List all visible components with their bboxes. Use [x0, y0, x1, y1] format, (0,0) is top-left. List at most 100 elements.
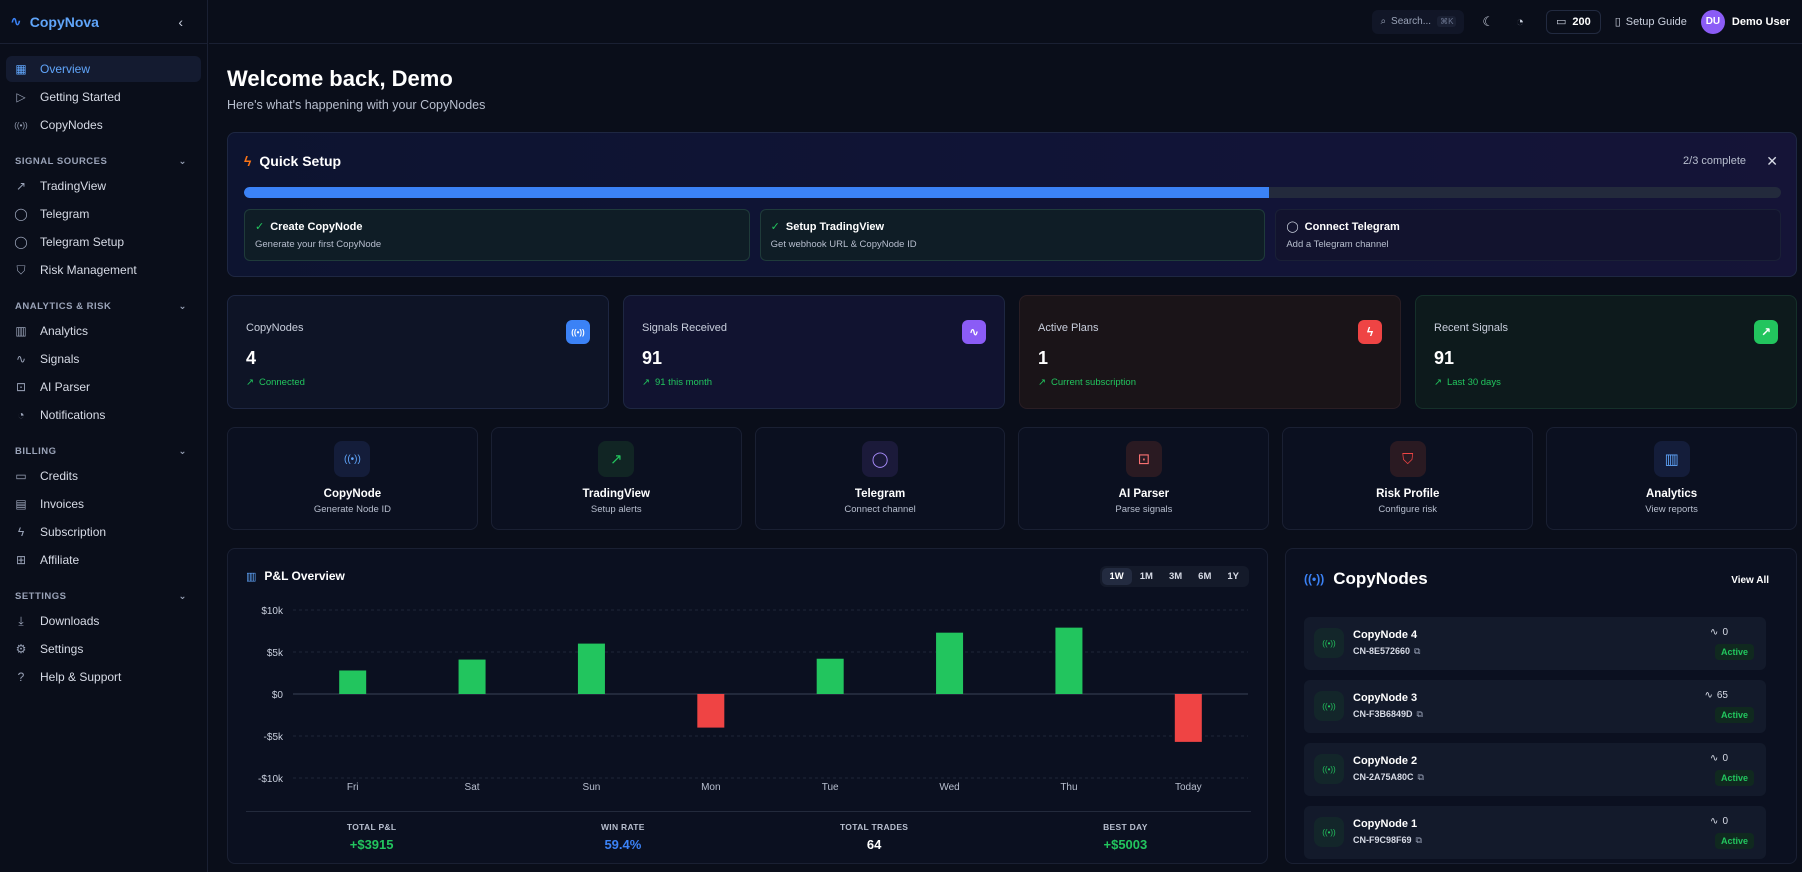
sidebar-item-getting-started[interactable]: ▷ Getting Started: [6, 84, 201, 110]
copy-icon[interactable]: ⧉: [1415, 835, 1422, 845]
x-tick-label: Fri: [347, 782, 359, 793]
quick-action-ai-parser[interactable]: ⊡ AI Parser Parse signals: [1018, 427, 1270, 530]
copynode-item[interactable]: ((•)) CopyNode 1 CN-F9C98F69 ⧉ ∿ 0 Active: [1304, 806, 1766, 859]
invoice-icon: ▤: [15, 497, 27, 511]
sidebar-item-subscription[interactable]: ϟ Subscription: [6, 519, 201, 545]
sidebar-item-label: Credits: [40, 469, 79, 483]
setup-step-connect-telegram[interactable]: ◯ Connect Telegram Add a Telegram channel: [1275, 209, 1782, 261]
bar-chart-icon: ▥: [1653, 441, 1690, 477]
setup-step-setup-tradingview[interactable]: ✓ Setup TradingView Get webhook URL & Copy…: [759, 209, 1266, 261]
sidebar-item-invoices[interactable]: ▤ Invoices: [6, 491, 201, 517]
sidebar-item-label: Analytics: [40, 324, 89, 338]
range-tab-1m[interactable]: 1M: [1139, 571, 1153, 582]
section-signal-sources[interactable]: SIGNAL SOURCES ⌄: [0, 156, 207, 167]
quick-action-tradingview[interactable]: ↗ TradingView Setup alerts: [490, 427, 742, 530]
gift-icon: ⊞: [15, 553, 27, 567]
view-all-link[interactable]: View All: [1731, 575, 1769, 586]
status-badge: Active: [1714, 644, 1754, 660]
stat-label: Recent Signals: [1434, 322, 1508, 334]
check-circle-icon: ✓: [255, 221, 265, 233]
quick-action-copynode[interactable]: ((•)) CopyNode Generate Node ID: [227, 427, 478, 530]
sidebar-item-telegram-setup[interactable]: ◯ Telegram Setup: [6, 229, 201, 255]
user-name[interactable]: Demo User: [1731, 15, 1790, 28]
avatar[interactable]: DU: [1700, 9, 1725, 34]
y-tick-label: $0: [272, 690, 284, 701]
bar-chart-icon: ▥: [15, 324, 27, 338]
quick-action-desc: Connect channel: [844, 504, 916, 515]
setup-step-title: ✓ Create CopyNode: [255, 220, 739, 234]
bar-today: [1174, 694, 1202, 742]
summary-label: TOTAL P&L: [346, 822, 397, 832]
stat-sub-text: 91 this month: [654, 377, 713, 388]
sidebar-item-credits[interactable]: ▭ Credits: [6, 463, 201, 489]
page-subtitle: Here's what's happening with your CopyNo…: [227, 98, 486, 112]
stat-card-active-plans[interactable]: Active Plans 1 ↗ Current subscription ϟ: [1019, 295, 1401, 409]
range-tab-3m[interactable]: 3M: [1168, 571, 1183, 582]
sidebar-item-risk-management[interactable]: ⛉ Risk Management: [6, 257, 201, 283]
range-tab-1y[interactable]: 1Y: [1227, 571, 1239, 582]
close-icon[interactable]: ✕: [1766, 153, 1778, 169]
collapse-sidebar-icon[interactable]: ‹: [178, 13, 183, 30]
copy-icon[interactable]: ⧉: [1417, 772, 1424, 782]
setup-step-create-copynode[interactable]: ✓ Create CopyNode Generate your first Copy…: [244, 209, 750, 261]
bot-icon: ⊡: [15, 380, 27, 394]
quick-action-risk-profile[interactable]: ⛉ Risk Profile Configure risk: [1282, 427, 1534, 530]
summary-win-rate: WIN RATE 59.4%: [497, 812, 748, 852]
range-tab-6m[interactable]: 6M: [1198, 571, 1212, 582]
credits-count: 200: [1572, 15, 1591, 28]
notifications-bell-icon[interactable]: ◔: [1516, 14, 1524, 29]
bar-thu: [1055, 627, 1083, 694]
copy-icon[interactable]: ⧉: [1414, 646, 1421, 656]
stat-label: Active Plans: [1038, 322, 1099, 334]
stat-card-signals-received[interactable]: Signals Received 91 ↗ 91 this month ∿: [623, 295, 1005, 409]
sidebar-item-ai-parser[interactable]: ⊡ AI Parser: [6, 374, 201, 400]
sidebar-item-signals[interactable]: ∿ Signals: [6, 346, 201, 372]
stat-card-recent-signals[interactable]: Recent Signals 91 ↗ Last 30 days ↗: [1415, 295, 1797, 409]
sidebar-item-label: Settings: [40, 642, 84, 656]
section-title: ANALYTICS & RISK: [15, 301, 112, 312]
pl-overview-card: ▥ P&L Overview 1W 1M 3M 6M 1Y $10k $5k $0 -$5k -…: [227, 548, 1268, 864]
sidebar-item-copynodes[interactable]: ((•)) CopyNodes: [6, 112, 201, 138]
sidebar-item-tradingview[interactable]: ↗ TradingView: [6, 173, 201, 199]
stats-row: CopyNodes 4 ↗ Connected ((•)) Signals Receive…: [227, 295, 1797, 409]
copy-icon[interactable]: ⧉: [1416, 709, 1423, 719]
bar-mon: [697, 694, 725, 728]
sidebar-item-help-and-support[interactable]: ? Help & Support: [6, 664, 201, 690]
sidebar-item-label: Risk Management: [40, 263, 137, 277]
x-tick-label: Tue: [822, 782, 839, 793]
copynode-item[interactable]: ((•)) CopyNode 2 CN-2A75A80C ⧉ ∿ 0 Active: [1304, 743, 1766, 796]
credits-button[interactable]: ▭ 200: [1545, 9, 1601, 34]
sidebar-item-settings[interactable]: ⚙ Settings: [6, 636, 201, 662]
copynode-item[interactable]: ((•)) CopyNode 4 CN-8E572660 ⧉ ∿ 0 Active: [1304, 617, 1766, 670]
sidebar-item-notifications[interactable]: ◔ Notifications: [6, 402, 201, 428]
sidebar-item-analytics[interactable]: ▥ Analytics: [6, 318, 201, 344]
stat-sub: ↗ Connected: [246, 377, 590, 388]
quick-action-analytics[interactable]: ▥ Analytics View reports: [1546, 427, 1797, 530]
copynode-id-text: CN-F9C98F69: [1353, 835, 1412, 845]
quick-action-title: Telegram: [854, 488, 906, 500]
range-tab-1w[interactable]: 1W: [1101, 568, 1132, 585]
setup-guide-button[interactable]: ▯ Setup Guide: [1614, 15, 1687, 29]
activity-icon: ∿: [1704, 690, 1713, 701]
sidebar-item-affiliate[interactable]: ⊞ Affiliate: [6, 547, 201, 573]
signal-count-text: 0: [1722, 816, 1728, 827]
quick-action-title: Analytics: [1645, 488, 1698, 500]
sidebar-item-overview[interactable]: ▦ Overview: [6, 56, 201, 82]
section-billing[interactable]: BILLING ⌄: [0, 446, 207, 457]
status-badge: Active: [1714, 707, 1754, 723]
stat-card-copynodes[interactable]: CopyNodes 4 ↗ Connected ((•)): [227, 295, 609, 409]
sidebar-item-telegram[interactable]: ◯ Telegram: [6, 201, 201, 227]
book-icon: ▯: [1614, 16, 1621, 28]
search-button[interactable]: ⌕ Search... ⌘K: [1372, 9, 1465, 34]
activity-icon: ∿: [962, 320, 986, 344]
section-analytics-and-risk[interactable]: ANALYTICS & RISK ⌄: [0, 301, 207, 312]
section-settings[interactable]: SETTINGS ⌄: [0, 591, 207, 602]
theme-toggle-moon-icon[interactable]: ☾: [1482, 13, 1495, 29]
check-circle-icon: ✓: [770, 221, 780, 233]
sidebar-item-label: TradingView: [40, 179, 107, 193]
broadcast-icon: ((•)): [1314, 628, 1344, 658]
sidebar-item-downloads[interactable]: ⤓ Downloads: [6, 608, 201, 634]
quick-action-telegram[interactable]: ◯ Telegram Connect channel: [754, 427, 1006, 530]
copynode-item[interactable]: ((•)) CopyNode 3 CN-F3B6849D ⧉ ∿ 65 Active: [1304, 680, 1766, 733]
bar-sun: [577, 643, 605, 694]
